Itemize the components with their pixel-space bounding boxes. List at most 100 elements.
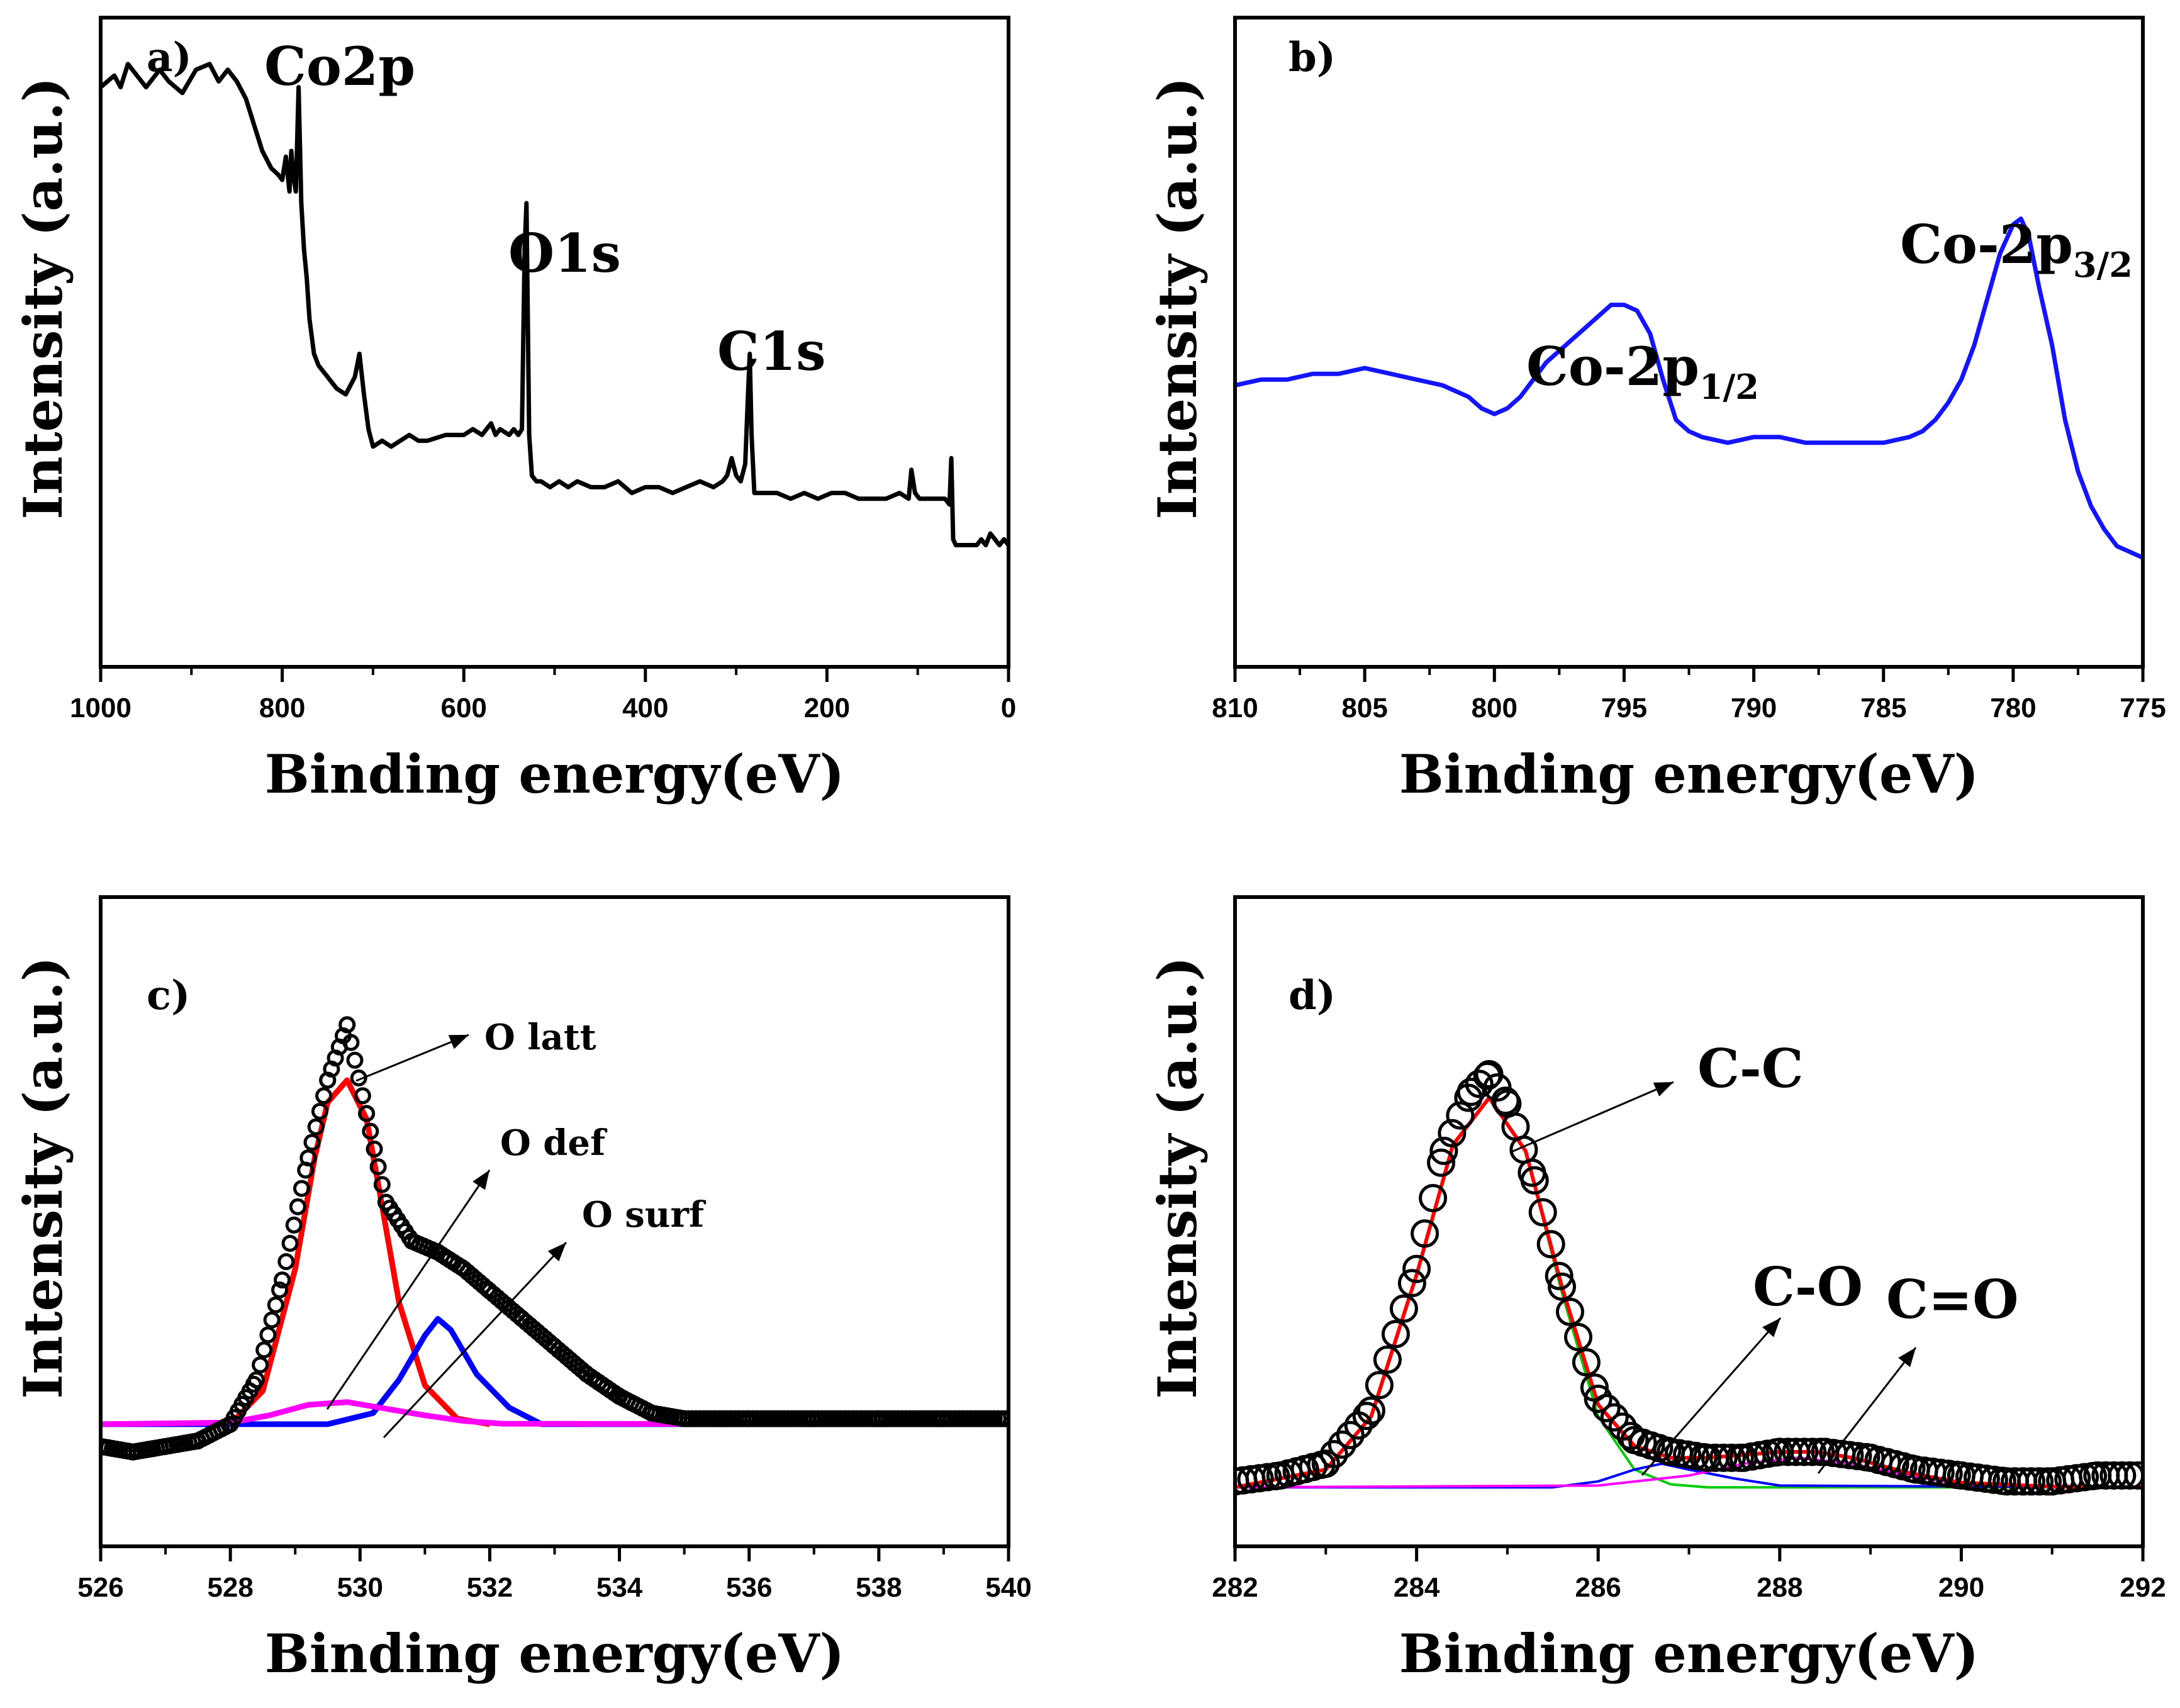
data-point [1402, 1254, 1431, 1283]
peak-label: O1s [508, 222, 621, 284]
data-point [2025, 1467, 2054, 1496]
data-point [1556, 1297, 1584, 1326]
data-point [1373, 1345, 1402, 1374]
data-point [1528, 1198, 1557, 1227]
x-ticks: 810 805 800 795 790 785 780 775 [1212, 667, 2166, 723]
peak-label: C-C [1697, 1037, 1804, 1100]
data-point [1798, 1437, 1827, 1466]
arrow-head [1653, 1082, 1674, 1097]
data-point [2108, 1461, 2137, 1490]
data-point [303, 1134, 321, 1151]
y-axis-label: Intensity (a.u.) [1146, 77, 1209, 519]
data-point [1446, 1101, 1475, 1130]
x-tick-label: 290 [1938, 1572, 1984, 1603]
peak-label: Co-2p3/2 [1900, 213, 2133, 285]
data-point [274, 1271, 291, 1289]
o-def-series [101, 1315, 1009, 1427]
data-point [1381, 1320, 1410, 1349]
axes-frame [1233, 895, 2145, 1548]
plot-area [101, 1016, 1009, 1461]
raw-data-series [1235, 1060, 2143, 1496]
data-point [1389, 1294, 1418, 1323]
arrow-head [1898, 1348, 1916, 1368]
panel-label: a) [147, 34, 192, 81]
annotation-arrow [383, 1241, 567, 1439]
peak-label: Co-2p1/2 [1526, 335, 1759, 407]
panel-label: c) [147, 972, 190, 1019]
data-point [1456, 1078, 1485, 1107]
data-point [1536, 1230, 1565, 1259]
x-tick-label: 800 [1472, 693, 1518, 723]
peak-label: C1s [717, 320, 826, 382]
y-axis-label: Intensity (a.u.) [12, 77, 74, 519]
arrow-head [547, 1242, 566, 1262]
peak-annotations: C-C C-O C=O [1509, 1037, 2018, 1476]
peak-label-subscript: 3/2 [2073, 245, 2133, 285]
data-point [259, 1326, 277, 1344]
x-tick-label: 1000 [70, 693, 131, 723]
x-tick-label: 286 [1575, 1572, 1621, 1603]
data-point [307, 1118, 325, 1136]
data-point [311, 1103, 328, 1120]
data-point [255, 1341, 273, 1359]
data-point [1365, 1371, 1394, 1400]
data-point [1411, 1219, 1439, 1248]
data-point [263, 1311, 281, 1329]
data-point [293, 1180, 310, 1197]
data-point [362, 1122, 379, 1140]
panel-label: d) [1288, 972, 1336, 1019]
data-point [1580, 1373, 1609, 1402]
x-tick-label: 288 [1757, 1572, 1803, 1603]
peak-annotations: O latt O def O surf [326, 1017, 707, 1439]
annotation-arrow [1509, 1081, 1674, 1154]
data-point [366, 1141, 383, 1158]
data-point [2017, 1467, 2045, 1496]
y-axis-label: Intensity (a.u.) [1146, 956, 1209, 1398]
x-tick-label: 785 [1860, 693, 1906, 723]
x-axis-label: Binding energy(eV) [265, 1622, 845, 1685]
annotation-arrow [326, 1169, 491, 1410]
x-tick-label: 528 [207, 1572, 253, 1603]
data-point [271, 1281, 288, 1298]
data-point [1545, 1261, 1574, 1290]
x-tick-label: 810 [1212, 693, 1258, 723]
data-point [281, 1234, 299, 1252]
data-point [247, 1371, 265, 1388]
data-point [1311, 1449, 1340, 1478]
data-point [1429, 1136, 1458, 1165]
arrow-head [448, 1035, 469, 1049]
data-point [299, 1149, 317, 1167]
axes-frame [99, 16, 1010, 669]
x-tick-label: 534 [596, 1572, 643, 1603]
x-tick-label: 530 [337, 1572, 383, 1603]
panel-d: 282 284 286 288 290 292 Binding energy(eV) Inte… [1146, 895, 2166, 1685]
data-point [346, 1051, 364, 1069]
data-point [285, 1216, 303, 1234]
data-point [1790, 1437, 1819, 1466]
annotation-arrow [1817, 1347, 1917, 1474]
data-point [369, 1158, 387, 1176]
x-tick-label: 526 [77, 1572, 123, 1603]
data-point [1336, 1421, 1365, 1449]
data-point [350, 1069, 367, 1086]
data-point [354, 1087, 371, 1105]
data-point [1438, 1119, 1467, 1147]
data-point [1600, 1403, 1629, 1432]
x-ticks: 1000 800 600 400 200 0 [70, 667, 1016, 723]
data-point [1397, 1269, 1426, 1298]
peak-label: Co2p [264, 35, 415, 98]
plot-area [101, 62, 1009, 547]
arrow-head [1762, 1318, 1780, 1337]
plot-area [1235, 1060, 2143, 1496]
peak-annotations: Co-2p1/2 Co-2p3/2 [1526, 213, 2133, 407]
x-tick-label: 292 [2120, 1572, 2166, 1603]
panel-c: 526 528 530 532 534 536 538 540 Binding energy(e… [12, 895, 1032, 1685]
x-tick-label: 540 [985, 1572, 1031, 1603]
panel-a: 1000 800 600 400 200 0 Binding energy(eV) Inten… [12, 16, 1016, 805]
x-tick-label: 400 [622, 693, 668, 723]
data-point [373, 1176, 391, 1193]
peak-annotations: Co2p O1s C1s [264, 35, 826, 382]
data-point [1328, 1430, 1356, 1459]
peak-label: O surf [582, 1194, 707, 1236]
